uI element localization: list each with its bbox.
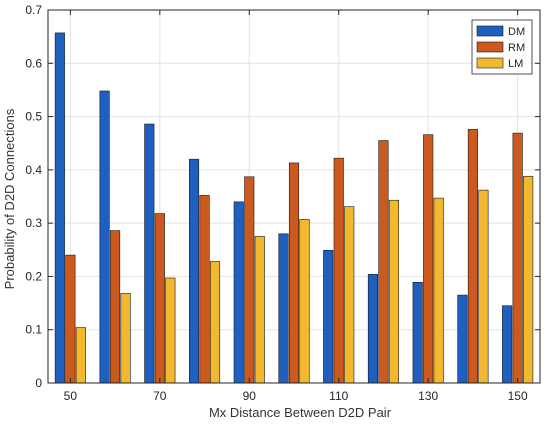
x-tick-label: 70 xyxy=(153,389,167,403)
bar-rm-150 xyxy=(512,132,523,384)
y-tick-label: 0.2 xyxy=(25,269,42,283)
bar-dm-110 xyxy=(323,250,334,384)
bar-lm-90 xyxy=(254,236,265,384)
bar-dm-80 xyxy=(189,158,200,384)
bar-lm-120 xyxy=(388,199,400,384)
bar-rm-50 xyxy=(65,254,76,384)
legend-label-rm: RM xyxy=(508,42,525,54)
y-tick-label: 0.3 xyxy=(25,216,42,230)
x-tick-label: 90 xyxy=(243,389,257,403)
bar-dm-50 xyxy=(54,32,65,384)
bar-lm-50 xyxy=(75,327,86,384)
y-tick-label: 0.6 xyxy=(25,56,42,70)
bar-lm-80 xyxy=(210,261,221,384)
bar-dm-90 xyxy=(233,201,244,384)
bar-rm-110 xyxy=(333,157,344,384)
x-tick-label: 110 xyxy=(329,389,348,403)
x-tick-label: 130 xyxy=(418,389,438,403)
bar-dm-100 xyxy=(278,233,289,384)
bar-lm-100 xyxy=(299,219,310,384)
bar-rm-80 xyxy=(199,195,210,384)
bar-dm-60 xyxy=(99,90,110,384)
y-tick-label: 0.7 xyxy=(25,3,42,17)
bars xyxy=(54,32,534,384)
y-axis-title: Probability of D2D Connections xyxy=(2,108,17,289)
legend-label-lm: LM xyxy=(508,58,523,70)
axes: 0 0.1 0.2 0.3 0.4 0.5 0.6 0.7 50 70 90 110 130 150 xyxy=(25,3,541,403)
bar-dm-140 xyxy=(457,294,468,384)
y-tick-label: 0 xyxy=(35,376,42,390)
y-tick-label: 0.5 xyxy=(25,110,42,124)
x-axis-title: Mx Distance Between D2D Pair xyxy=(209,405,392,420)
bar-rm-130 xyxy=(423,134,434,384)
x-tick-label: 150 xyxy=(508,389,528,403)
bar-dm-70 xyxy=(144,123,155,384)
bar-lm-60 xyxy=(120,293,131,384)
bar-rm-70 xyxy=(154,213,165,384)
bar-lm-110 xyxy=(344,206,355,384)
bar-lm-140 xyxy=(478,189,489,384)
y-tick-label: 0.4 xyxy=(25,163,42,177)
bar-lm-70 xyxy=(165,277,176,384)
bar-rm-90 xyxy=(244,176,255,384)
legend-swatch-rm xyxy=(476,41,504,53)
bar-dm-130 xyxy=(412,281,423,384)
bar-rm-140 xyxy=(467,129,478,384)
bar-dm-150 xyxy=(502,305,513,384)
legend-label-dm: DM xyxy=(508,26,525,38)
legend-swatch-dm xyxy=(476,25,504,37)
y-tick-label: 0.1 xyxy=(25,323,42,337)
plot-frame xyxy=(47,9,541,384)
legend: DM RM LM xyxy=(471,19,533,75)
x-tick-label: 50 xyxy=(64,389,78,403)
legend-swatch-lm xyxy=(476,57,504,69)
bar-rm-120 xyxy=(378,140,389,384)
bar-rm-100 xyxy=(288,162,300,384)
bar-lm-150 xyxy=(523,175,534,384)
bar-lm-130 xyxy=(433,197,444,384)
bar-rm-60 xyxy=(110,230,121,384)
bar-dm-120 xyxy=(367,273,379,384)
